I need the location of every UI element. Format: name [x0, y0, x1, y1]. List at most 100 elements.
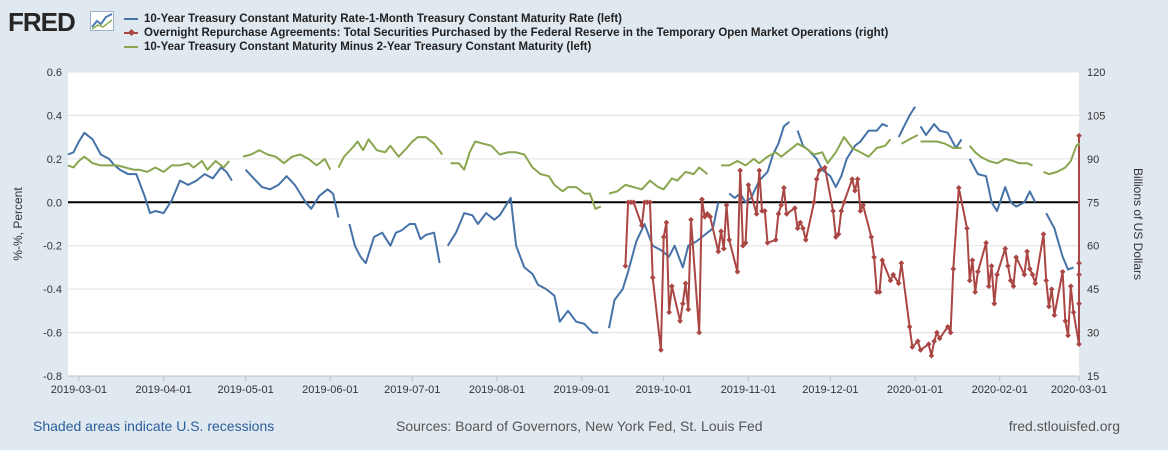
- series-point: [1002, 245, 1009, 252]
- series-point: [811, 199, 817, 206]
- series-point: [682, 280, 689, 287]
- legend-swatch: [124, 41, 138, 53]
- x-tick-label: 2019-09-01: [554, 384, 610, 396]
- fred-logo[interactable]: FRED: [8, 8, 116, 36]
- series-line-segment: [721, 136, 892, 167]
- series-point: [813, 176, 820, 182]
- series-point: [1065, 332, 1071, 339]
- series-point: [931, 338, 938, 345]
- y-left-tick-label: 0.6: [47, 67, 62, 79]
- series-point: [1046, 303, 1052, 310]
- series-line-segment: [920, 140, 962, 149]
- series-point: [742, 239, 749, 246]
- series-point: [914, 338, 921, 345]
- series-point: [753, 211, 760, 217]
- x-tick-label: 2019-07-01: [384, 384, 440, 396]
- y-right-tick-label: 75: [1087, 197, 1099, 209]
- series-line-segment: [608, 166, 709, 195]
- series-point: [715, 248, 722, 255]
- y-left-tick-label: 0.4: [47, 110, 62, 122]
- series-point: [822, 164, 828, 171]
- line-chart[interactable]: 0.6 0.4 0.2 0.0 -0.2 -0.4 -0.6 -0.8 120 105 90 75 60…: [0, 0, 1168, 410]
- series-point: [983, 239, 989, 246]
- series-line: [624, 135, 1080, 357]
- series-point: [934, 329, 940, 336]
- series-point: [849, 176, 856, 182]
- x-tick-label: 2020-03-01: [1051, 384, 1107, 396]
- series-line-segment: [348, 223, 441, 265]
- series-point: [647, 199, 653, 206]
- series-point: [649, 274, 656, 281]
- series-point: [775, 211, 782, 217]
- series-point: [1062, 318, 1069, 324]
- x-tick-label: 2019-05-01: [217, 384, 273, 396]
- legend-item-overnight-repo[interactable]: Overnight Repurchase Agreements: Total S…: [124, 26, 888, 40]
- series-point: [622, 263, 629, 269]
- series-point: [1007, 277, 1014, 284]
- series-point: [1029, 271, 1036, 278]
- legend-item-spread-10y-2y[interactable]: 10-Year Treasury Constant Maturity Minus…: [124, 40, 888, 54]
- series-point: [669, 283, 675, 290]
- series-point: [699, 196, 705, 203]
- chart-legend: 10-Year Treasury Constant Maturity Rate-…: [124, 12, 888, 54]
- series-point: [756, 167, 763, 174]
- legend-swatch: [124, 13, 138, 25]
- series-point: [838, 208, 845, 214]
- series-point: [991, 300, 998, 307]
- series-point: [975, 268, 981, 275]
- series-point: [852, 187, 858, 194]
- series-point: [972, 289, 978, 295]
- series-point: [876, 289, 883, 295]
- series-point: [1005, 263, 1011, 269]
- axes: 0.6 0.4 0.2 0.0 -0.2 -0.4 -0.6 -0.8 120 105 90 75 60…: [11, 67, 1145, 396]
- site-link[interactable]: fred.stlouisfed.org: [1008, 418, 1120, 434]
- series-point: [854, 176, 861, 182]
- legend-label: 10-Year Treasury Constant Maturity Rate-…: [144, 13, 622, 25]
- series-point: [688, 216, 694, 223]
- y-left-axis-title: %-%, Percent: [11, 187, 25, 261]
- y-right-axis-title: Billions of US Dollars: [1131, 168, 1145, 280]
- series-line-segment: [67, 131, 233, 215]
- series-3: [67, 134, 1080, 210]
- series-point: [666, 309, 672, 316]
- series-point: [718, 228, 724, 235]
- series-line-segment: [897, 106, 916, 138]
- series-point: [734, 268, 741, 275]
- series-point: [638, 222, 645, 229]
- series-point: [969, 257, 976, 264]
- series-point: [707, 213, 713, 220]
- series-point: [1048, 286, 1055, 292]
- legend-swatch: [124, 27, 138, 39]
- series-point: [794, 225, 801, 232]
- series-point: [906, 323, 913, 330]
- y-right-tick-label: 105: [1087, 110, 1105, 122]
- series-point: [917, 347, 924, 353]
- legend-label: Overnight Repurchase Agreements: Total S…: [144, 27, 889, 39]
- series-line-segment: [67, 155, 230, 173]
- series-point: [737, 167, 744, 174]
- recession-note-link[interactable]: Shaded areas indicate U.S. recessions: [33, 418, 275, 434]
- series-point: [720, 245, 727, 252]
- series-point: [890, 271, 897, 278]
- series-line-segment: [244, 169, 340, 218]
- series-point: [791, 205, 798, 211]
- y-left-tick-label: -0.4: [43, 284, 62, 296]
- y-left-tick-label: -0.2: [43, 241, 62, 253]
- legend-item-spread-10y-1m[interactable]: 10-Year Treasury Constant Maturity Rate-…: [124, 12, 888, 26]
- x-tick-label: 2019-03-01: [51, 384, 107, 396]
- series-point: [797, 219, 804, 226]
- series-2: [622, 132, 1082, 359]
- series-point: [726, 237, 733, 243]
- series-point: [802, 237, 809, 243]
- series-line-segment: [968, 145, 1033, 167]
- series-point: [658, 347, 664, 353]
- series-point: [835, 231, 842, 237]
- series-point: [1024, 248, 1030, 255]
- series-point: [1076, 260, 1082, 266]
- series-point: [800, 225, 806, 232]
- series-point: [966, 277, 973, 284]
- series-point: [679, 300, 686, 307]
- series-line-segment: [900, 134, 919, 145]
- series-line-segment: [450, 140, 602, 210]
- series-point: [781, 184, 787, 191]
